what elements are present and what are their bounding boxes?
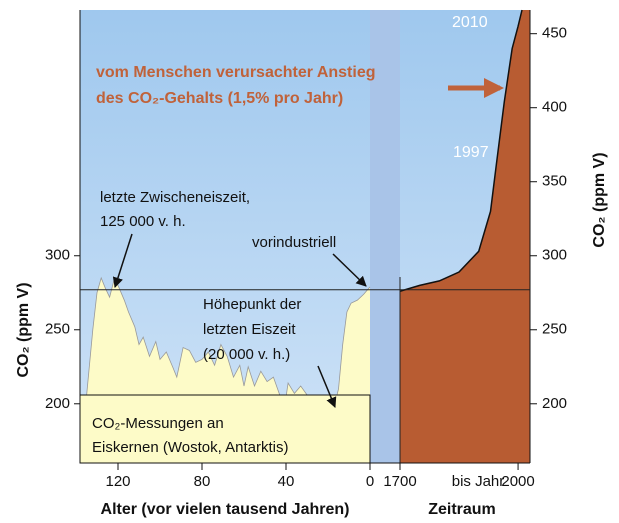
annotation: Eiskernen (Wostok, Antarktis) bbox=[92, 439, 288, 456]
y2-axis-label: CO₂ (ppm V) bbox=[591, 152, 608, 247]
x-tick-label: 40 bbox=[278, 473, 295, 490]
x-tick-label: 80 bbox=[194, 473, 211, 490]
x2-axis-label: Zeitraum bbox=[428, 501, 496, 518]
x-tick-label: 0 bbox=[366, 473, 374, 490]
annotation: 125 000 v. h. bbox=[100, 213, 186, 230]
y-tick-label: 300 bbox=[45, 247, 70, 264]
y2-tick-label: 300 bbox=[542, 247, 567, 264]
x2-tick-label: 1700 bbox=[383, 473, 416, 490]
annotation: vorindustriell bbox=[252, 234, 336, 251]
annotation: CO₂-Messungen an bbox=[92, 415, 224, 432]
annotation: vom Menschen verursachter Anstieg bbox=[96, 64, 376, 81]
y-tick-label: 250 bbox=[45, 321, 70, 338]
annotation: letzten Eiszeit bbox=[203, 321, 296, 338]
y2-tick-label: 350 bbox=[542, 173, 567, 190]
y-axis-label: CO₂ (ppm V) bbox=[15, 282, 32, 377]
annotation: 1997 bbox=[453, 144, 489, 161]
arrow bbox=[317, 365, 337, 408]
area bbox=[400, 10, 530, 463]
y2-tick-label: 400 bbox=[542, 99, 567, 116]
y2-tick-label: 200 bbox=[542, 395, 567, 412]
y2-tick-label: 250 bbox=[542, 321, 567, 338]
line bbox=[399, 9, 523, 292]
x-tick-label: 120 bbox=[105, 473, 130, 490]
annotation: (20 000 v. h.) bbox=[203, 346, 290, 363]
arrow bbox=[332, 253, 367, 287]
y-tick-label: 200 bbox=[45, 395, 70, 412]
x2-middle-label: bis Jahr bbox=[452, 473, 505, 490]
annotation: 2010 bbox=[452, 14, 488, 31]
annotation: des CO₂-Gehalts (1,5% pro Jahr) bbox=[96, 90, 343, 107]
x-axis-label: Alter (vor vielen tausend Jahren) bbox=[101, 501, 350, 518]
annotation: Höhepunkt der bbox=[203, 296, 301, 313]
x2-tick-label: 2000 bbox=[501, 473, 534, 490]
y2-tick-label: 450 bbox=[542, 25, 567, 42]
gap-band bbox=[370, 10, 400, 463]
arrow bbox=[112, 233, 133, 288]
annotation: letzte Zwischeneiszeit, bbox=[100, 189, 250, 206]
